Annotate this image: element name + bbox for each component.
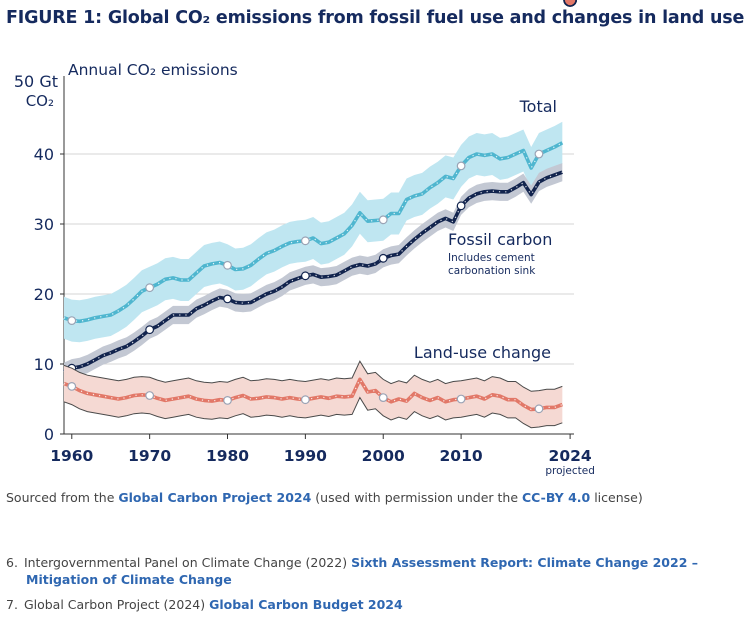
footnote-text: Intergovernmental Panel on Climate Chang…: [23, 555, 352, 570]
y-tick-label: 10: [34, 355, 54, 374]
y-axis-unit: CO₂: [26, 92, 54, 110]
y-tick-label: 0: [44, 425, 54, 444]
total-marker-1990: [300, 236, 310, 246]
luc-uncertainty-band: [64, 361, 563, 428]
fossil-uncertainty-band: [64, 163, 563, 381]
source-prefix: Sourced from the: [6, 490, 119, 505]
source-note: Sourced from the Global Carbon Project 2…: [6, 490, 643, 505]
footnote-6: 6. Intergovernmental Panel on Climate Cha…: [6, 554, 698, 588]
luc-marker-1980: [223, 396, 232, 405]
total-marker-2020: [534, 149, 544, 159]
x-tick-label: 1960: [50, 447, 93, 465]
x-tick-label: 1990: [284, 447, 327, 465]
total-marker-1970: [145, 283, 155, 293]
global-carbon-project-link[interactable]: Global Carbon Project 2024: [118, 490, 312, 505]
cc-by-license-link[interactable]: CC-BY 4.0: [522, 490, 591, 505]
total-marker-1960: [67, 316, 77, 326]
footnote-text: Global Carbon Project (2024): [23, 597, 210, 612]
x-tick-label: 2010: [440, 447, 483, 465]
source-mid: (used with permission under the: [311, 490, 522, 505]
luc-marker-2020: [534, 404, 544, 414]
luc-marker-1990: [300, 395, 310, 405]
x-tick-label: 1970: [128, 447, 171, 465]
fossil-series-label: Fossil carbon: [448, 230, 552, 249]
x-tick-note: projected: [545, 465, 595, 477]
fossil-marker-2000: [378, 253, 388, 263]
footnote-7: 7. Global Carbon Project (2024) Global Ca…: [6, 597, 403, 612]
carbon-budget-link[interactable]: Global Carbon Budget 2024: [209, 597, 403, 612]
fossil-marker-1970: [145, 325, 155, 335]
luc-marker-1970: [145, 391, 155, 400]
footnote-number: 7.: [6, 597, 18, 612]
total-marker-2000: [378, 215, 388, 225]
total-marker-2010: [456, 161, 466, 171]
ipcc-report-link[interactable]: Sixth Assessment Report: Climate Change …: [351, 555, 698, 570]
y-tick-label: 20: [34, 285, 54, 304]
y-tick-label: 40: [34, 145, 54, 164]
source-suffix: license): [590, 490, 643, 505]
fossil-marker-1980: [223, 294, 232, 304]
x-tick-label: 1980: [206, 447, 249, 465]
fossil-series-note-2: carbonation sink: [448, 265, 536, 277]
footnote-number: 6.: [6, 555, 18, 570]
luc-marker-2010: [456, 394, 466, 404]
y-axis-top-label: 50 Gt: [14, 72, 58, 91]
fossil-marker-1990: [300, 271, 310, 281]
luc-series-label: Land-use change: [414, 343, 551, 362]
x-tick-label: 2000: [362, 447, 405, 465]
fossil-series-note-1: Includes cement: [448, 252, 535, 264]
ipcc-report-link-cont[interactable]: Mitigation of Climate Change: [26, 572, 232, 587]
luc-upper-bound: [63, 360, 563, 392]
y-tick-label: 30: [34, 215, 54, 234]
fossil-marker-2010: [456, 201, 466, 211]
luc-marker-1960: [67, 382, 77, 391]
x-tick-label: 2024: [549, 447, 592, 465]
luc-lower-bound: [63, 396, 563, 429]
luc-marker-2000: [378, 393, 388, 403]
total-marker-1980: [223, 260, 232, 270]
total-uncertainty-band: [64, 121, 563, 343]
luc-marker-2024: [563, 0, 577, 7]
chart-title: Annual CO₂ emissions: [68, 61, 238, 79]
figure-title: FIGURE 1: Global CO₂ emissions from foss…: [6, 8, 745, 28]
total-series-label: Total: [519, 97, 557, 116]
